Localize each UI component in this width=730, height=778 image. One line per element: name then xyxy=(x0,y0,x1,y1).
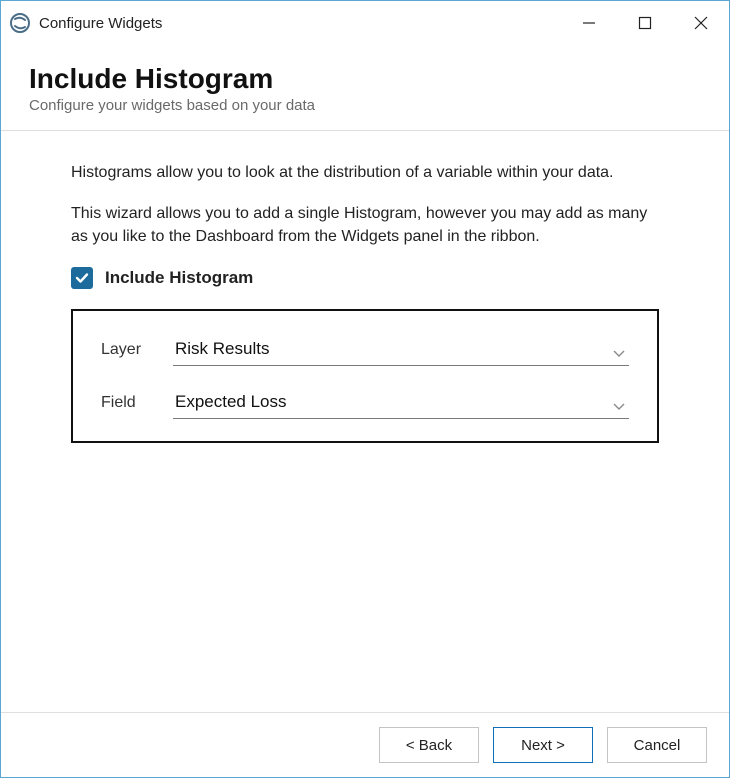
app-icon xyxy=(9,12,31,34)
minimize-button[interactable] xyxy=(561,1,617,45)
intro-paragraph-1: Histograms allow you to look at the dist… xyxy=(71,161,659,184)
field-dropdown[interactable]: Expected Loss xyxy=(173,388,629,419)
titlebar: Configure Widgets xyxy=(1,1,729,45)
checkmark-icon xyxy=(74,270,90,286)
page-heading: Include Histogram xyxy=(29,63,701,95)
intro-paragraph-2: This wizard allows you to add a single H… xyxy=(71,202,659,248)
layer-row: Layer Risk Results xyxy=(101,335,629,366)
cancel-button[interactable]: Cancel xyxy=(607,727,707,763)
page-subtitle: Configure your widgets based on your dat… xyxy=(29,97,701,114)
include-histogram-checkbox-row: Include Histogram xyxy=(71,267,659,289)
field-label: Field xyxy=(101,394,173,412)
header-block: Include Histogram Configure your widgets… xyxy=(1,45,729,131)
footer: < Back Next > Cancel xyxy=(1,712,729,777)
content-area: Histograms allow you to look at the dist… xyxy=(1,131,729,712)
dialog-window: Configure Widgets Include Histogram Conf… xyxy=(0,0,730,778)
fields-panel: Layer Risk Results Field Expected Loss xyxy=(71,309,659,443)
chevron-down-icon xyxy=(613,396,625,416)
chevron-down-icon xyxy=(613,343,625,363)
back-button[interactable]: < Back xyxy=(379,727,479,763)
maximize-button[interactable] xyxy=(617,1,673,45)
layer-dropdown[interactable]: Risk Results xyxy=(173,335,629,366)
include-histogram-checkbox[interactable] xyxy=(71,267,93,289)
layer-label: Layer xyxy=(101,341,173,359)
layer-dropdown-value: Risk Results xyxy=(175,339,269,358)
include-histogram-label: Include Histogram xyxy=(105,268,253,288)
close-button[interactable] xyxy=(673,1,729,45)
field-dropdown-value: Expected Loss xyxy=(175,392,287,411)
field-row: Field Expected Loss xyxy=(101,388,629,419)
next-button[interactable]: Next > xyxy=(493,727,593,763)
window-title: Configure Widgets xyxy=(39,15,561,32)
window-controls xyxy=(561,1,729,45)
